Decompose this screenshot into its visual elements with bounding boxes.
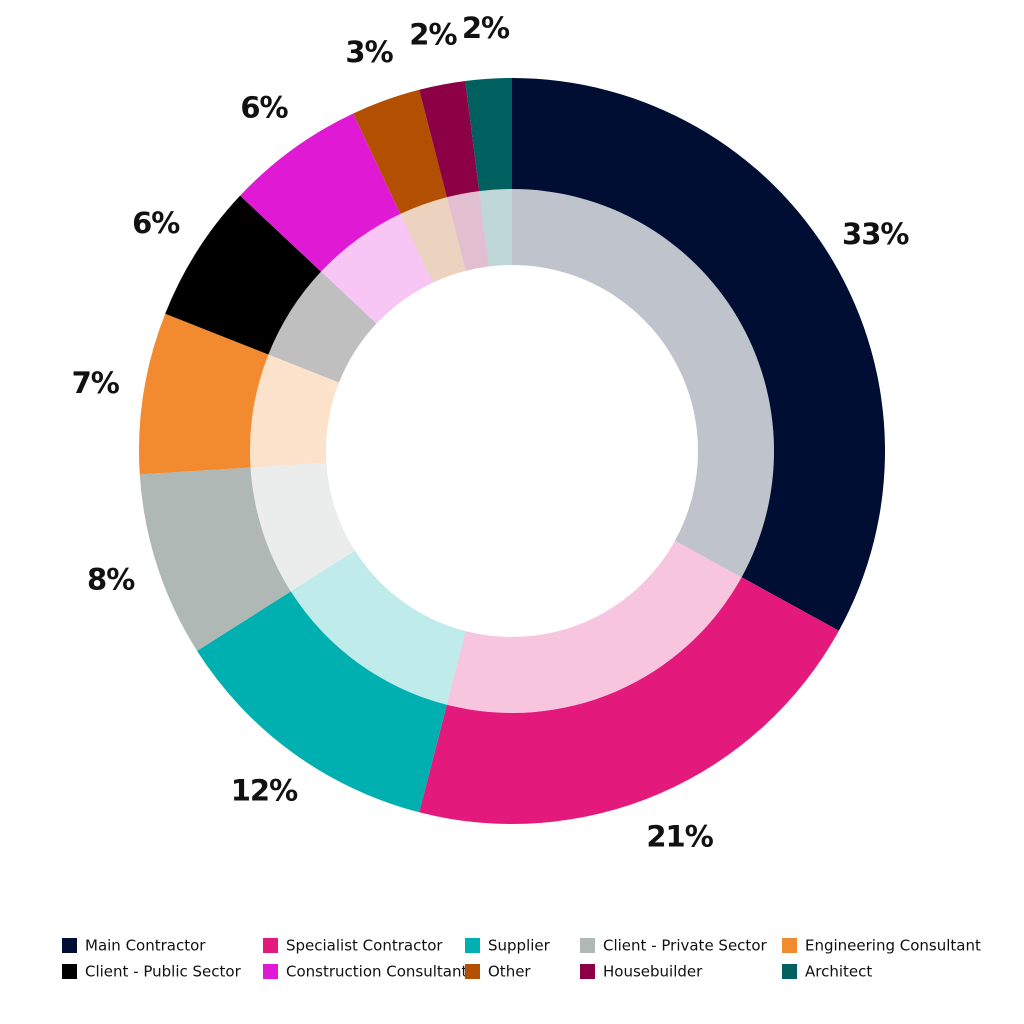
- legend-swatch: [782, 964, 797, 979]
- legend-label: Main Contractor: [85, 937, 206, 955]
- outer-segment: [197, 591, 447, 813]
- legend-swatch: [263, 964, 278, 979]
- legend-swatch: [580, 964, 595, 979]
- inner-segment: [512, 189, 775, 578]
- legend-label: Specialist Contractor: [286, 937, 443, 955]
- outer-segment: [139, 467, 291, 651]
- value-label: 2%: [409, 17, 457, 51]
- value-label: 8%: [87, 562, 135, 596]
- value-label: 33%: [842, 217, 909, 251]
- inner-segment: [250, 462, 355, 592]
- legend-swatch: [62, 964, 77, 979]
- value-label: 21%: [646, 819, 713, 853]
- legend-label: Supplier: [488, 937, 551, 955]
- legend-swatch: [782, 938, 797, 953]
- legend-swatch: [465, 964, 480, 979]
- value-label: 6%: [132, 206, 180, 240]
- inner-segment: [446, 191, 489, 271]
- inner-segment: [268, 271, 377, 383]
- legend-label: Other: [488, 963, 531, 981]
- legend-label: Construction Consultant: [286, 963, 468, 981]
- value-label: 7%: [72, 366, 120, 400]
- outer-segment: [353, 89, 447, 214]
- inner-segment: [249, 354, 340, 468]
- inner-segment: [446, 540, 742, 713]
- outer-segment: [512, 78, 885, 631]
- outer-segment: [419, 577, 839, 824]
- outer-segment: [240, 113, 401, 272]
- legend-swatch: [465, 938, 480, 953]
- inner-segment: [479, 189, 512, 267]
- outer-segment: [465, 78, 512, 192]
- value-label: 6%: [240, 91, 288, 125]
- legend-label: Architect: [805, 963, 872, 981]
- outer-segment: [165, 195, 322, 355]
- legend-swatch: [580, 938, 595, 953]
- legend-swatch: [62, 938, 77, 953]
- value-label: 12%: [231, 773, 298, 807]
- legend-label: Housebuilder: [603, 963, 703, 981]
- legend-label: Engineering Consultant: [805, 937, 981, 955]
- inner-segment: [290, 550, 466, 705]
- outer-segment: [419, 80, 480, 198]
- legend-label: Client - Private Sector: [603, 937, 767, 955]
- inner-segment: [400, 197, 466, 283]
- outer-segment: [139, 313, 269, 475]
- legend-swatch: [263, 938, 278, 953]
- inner-segment: [321, 213, 433, 324]
- legend-label: Client - Public Sector: [85, 963, 242, 981]
- value-label: 2%: [462, 11, 510, 45]
- value-label: 3%: [345, 35, 393, 69]
